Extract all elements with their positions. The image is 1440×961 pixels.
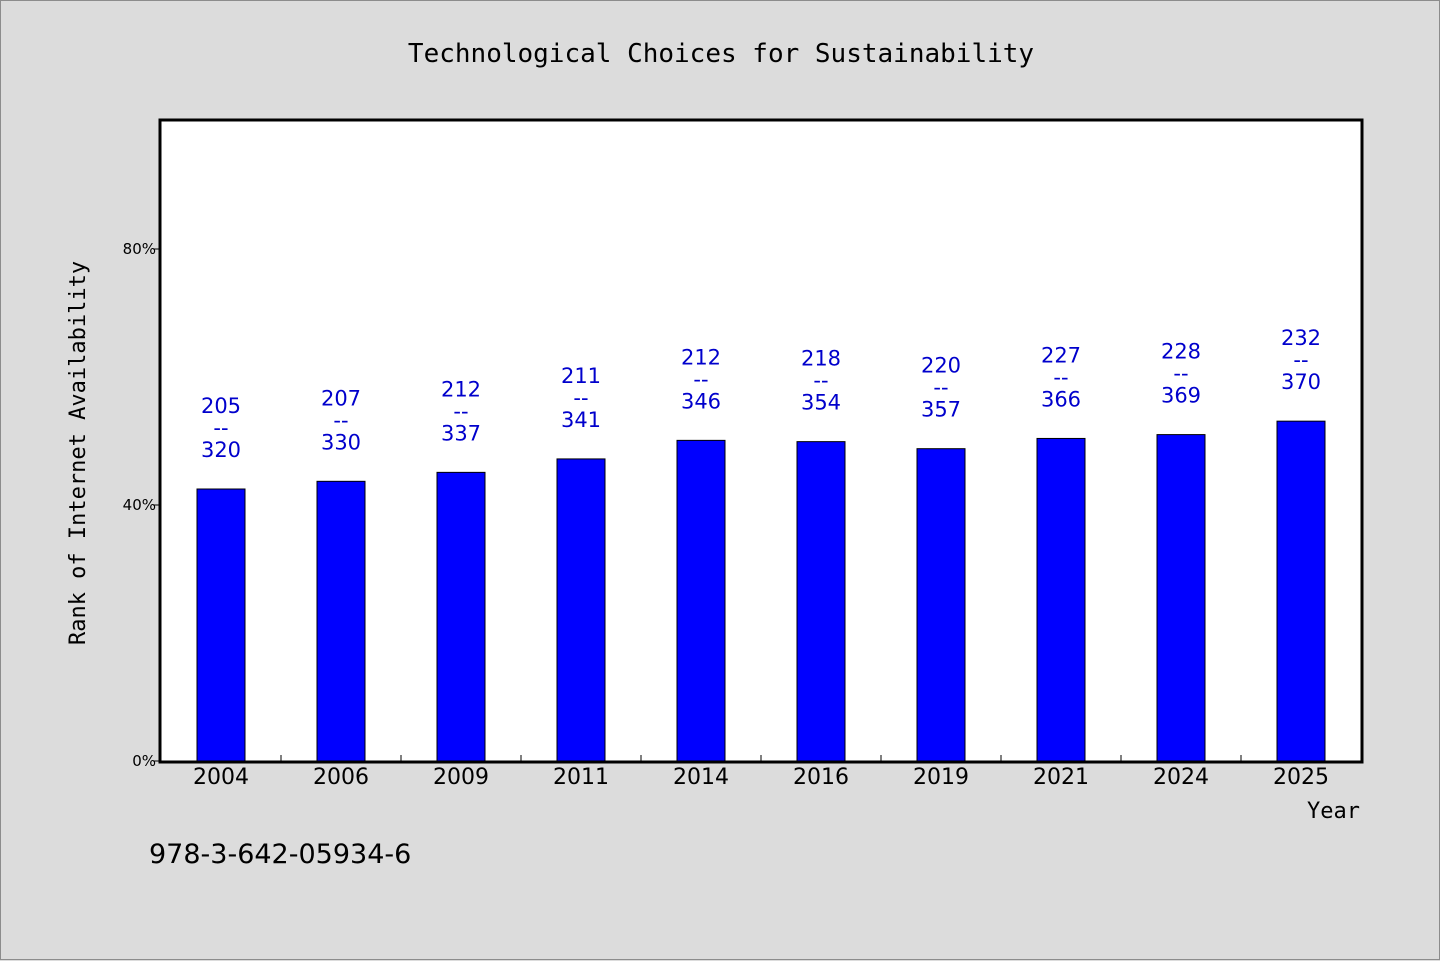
- x-tick-label-2014: 2014: [673, 765, 729, 790]
- bar-2011: [556, 458, 606, 762]
- data-label-2006-top: 207: [321, 386, 361, 410]
- y-tick-label-0: 0%: [132, 752, 156, 770]
- data-label-2024-bottom: 369: [1161, 384, 1201, 408]
- data-label-2009-top: 212: [441, 377, 481, 401]
- data-label-2019-top: 220: [921, 354, 961, 378]
- data-label-2025-sep: --: [1293, 348, 1308, 372]
- data-label-2014-bottom: 346: [681, 389, 721, 413]
- x-tick-label-2025: 2025: [1273, 765, 1329, 790]
- data-label-2011-bottom: 341: [561, 408, 601, 432]
- x-tick-label-2006: 2006: [313, 765, 369, 790]
- x-tick-label-2019: 2019: [913, 765, 969, 790]
- y-axis: 0% 40% 80%: [123, 240, 161, 770]
- isbn-text: 978-3-642-05934-6: [149, 839, 411, 870]
- y-tick-label-80: 80%: [123, 240, 156, 258]
- data-label-2019-sep: --: [933, 376, 948, 400]
- x-tick-label-2011: 2011: [553, 765, 609, 790]
- bar-2019: [916, 448, 966, 762]
- chart-title: Technological Choices for Sustainability: [408, 39, 1034, 69]
- data-label-2024-sep: --: [1173, 362, 1188, 386]
- data-label-2014-sep: --: [693, 367, 708, 391]
- data-label-2014-top: 212: [681, 345, 721, 369]
- bar-2021: [1036, 437, 1086, 762]
- data-label-2024-top: 228: [1161, 340, 1201, 364]
- y-axis-title: Rank of Internet Availability: [66, 261, 91, 645]
- x-tick-label-2009: 2009: [433, 765, 489, 790]
- bar-2016: [796, 441, 846, 762]
- x-axis-title: Year: [1307, 799, 1360, 824]
- bar-2024: [1156, 434, 1206, 762]
- data-label-2025-top: 232: [1281, 326, 1321, 350]
- x-tick-label-2004: 2004: [193, 765, 249, 790]
- data-labels-layer: 205--320207--330212--337211--341212--346…: [201, 326, 1321, 462]
- data-label-2021-sep: --: [1053, 365, 1068, 389]
- y-tick-label-40: 40%: [123, 496, 156, 514]
- data-label-2011-sep: --: [573, 386, 588, 410]
- bar-2025: [1276, 420, 1326, 762]
- data-label-2016-sep: --: [813, 369, 828, 393]
- data-label-2016-top: 218: [801, 347, 841, 371]
- data-label-2016-bottom: 354: [801, 391, 841, 415]
- x-axis: 2004 2006 2009 2011 2014 2016 2019 2021 2024 2025: [193, 755, 1329, 790]
- bar-2009: [436, 471, 486, 762]
- data-label-2006-sep: --: [333, 408, 348, 432]
- bars-layer: [196, 420, 1326, 762]
- bar-2014: [676, 439, 726, 762]
- data-label-2025-bottom: 370: [1281, 370, 1321, 394]
- bar-2004: [196, 488, 246, 762]
- bar-2006: [316, 480, 366, 762]
- data-label-2009-sep: --: [453, 399, 468, 423]
- data-label-2004-bottom: 320: [201, 438, 241, 462]
- data-label-2021-top: 227: [1041, 343, 1081, 367]
- data-label-2019-bottom: 357: [921, 398, 961, 422]
- data-label-2004-sep: --: [213, 416, 228, 440]
- data-label-2006-bottom: 330: [321, 430, 361, 454]
- data-label-2009-bottom: 337: [441, 421, 481, 445]
- data-label-2004-top: 205: [201, 394, 241, 418]
- data-label-2011-top: 211: [561, 364, 601, 388]
- x-tick-label-2024: 2024: [1153, 765, 1209, 790]
- data-label-2021-bottom: 366: [1041, 387, 1081, 411]
- x-tick-label-2016: 2016: [793, 765, 849, 790]
- x-tick-label-2021: 2021: [1033, 765, 1089, 790]
